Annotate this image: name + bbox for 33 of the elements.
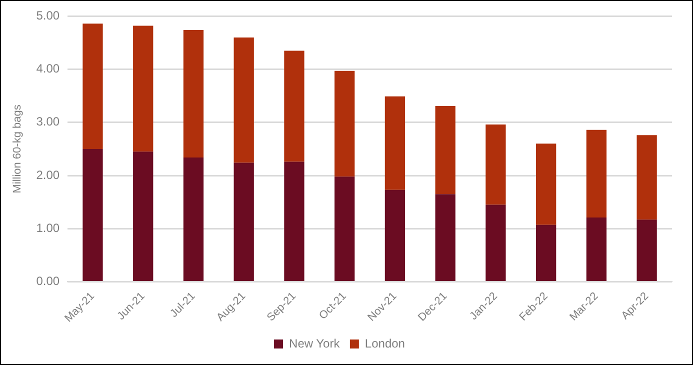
- bar: [636, 135, 657, 220]
- y-tick-label: 0.00: [36, 274, 60, 288]
- y-axis-title: Million 60-kg bags: [12, 104, 24, 194]
- bar: [133, 26, 154, 152]
- bar: [234, 162, 254, 281]
- y-tick-label: 5.00: [36, 8, 60, 23]
- y-tick-label: 3.00: [36, 114, 60, 129]
- legend-label: New York: [289, 336, 341, 350]
- bar: [586, 217, 607, 281]
- bar: [384, 96, 406, 190]
- bar: [536, 224, 556, 281]
- bar: [384, 190, 406, 281]
- bar: [133, 152, 154, 281]
- bar: [435, 194, 456, 281]
- bar: [536, 144, 556, 225]
- y-tick-label: 4.00: [36, 62, 60, 76]
- bar: [435, 106, 456, 194]
- bar: [334, 176, 355, 281]
- y-tick-label: 2.00: [36, 168, 60, 182]
- bar: [234, 37, 254, 163]
- bar: [636, 220, 657, 281]
- y-tick-label: 1.00: [36, 220, 60, 235]
- bar: [183, 157, 204, 281]
- bar: [183, 30, 204, 158]
- bar: [334, 70, 355, 177]
- bar: [486, 124, 506, 205]
- bar: [486, 204, 506, 281]
- bar: [82, 148, 103, 281]
- bar: [586, 130, 607, 218]
- legend-label: London: [364, 336, 405, 350]
- bar: [284, 162, 304, 281]
- bar: [82, 24, 103, 149]
- bar: [284, 50, 304, 162]
